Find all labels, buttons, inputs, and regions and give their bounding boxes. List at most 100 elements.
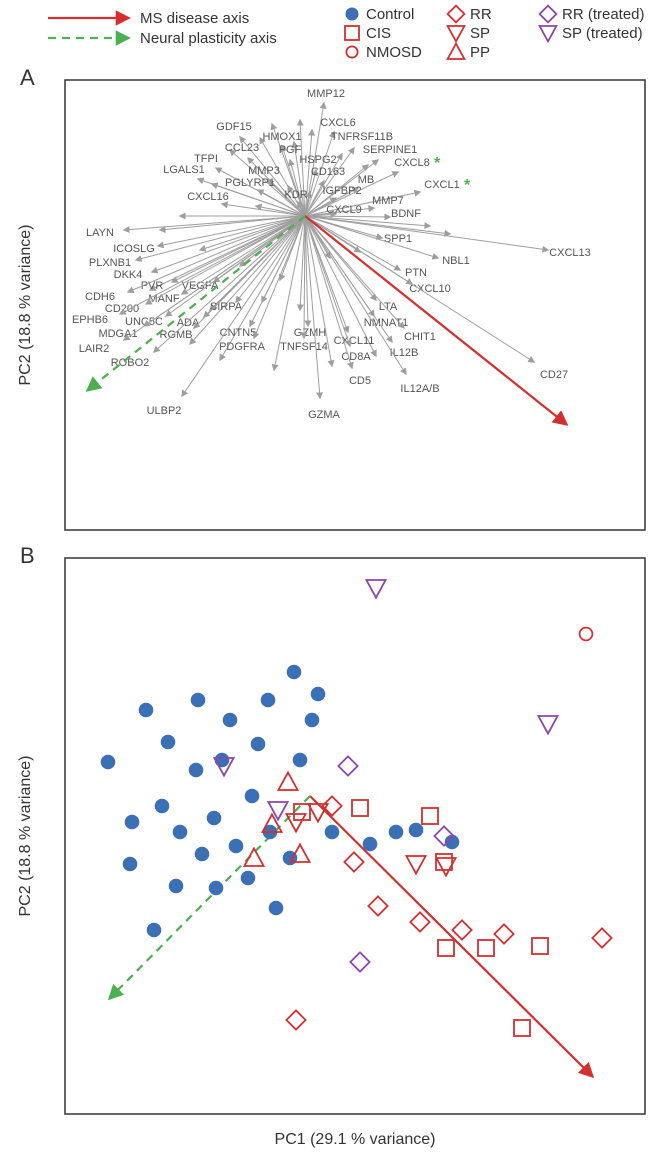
gene-label-EPHB6: EPHB6: [72, 314, 108, 326]
point-RR_treated: [338, 756, 357, 775]
point-Control: [190, 764, 203, 777]
gene-label-CHIT1: CHIT1: [404, 331, 436, 343]
point-SP_treated: [538, 716, 557, 734]
panel-b-frame: [65, 558, 645, 1114]
gene-label-CXCL9: CXCL9: [326, 204, 361, 216]
legend-cat-Control: Control: [366, 6, 414, 23]
legend-plast-label: Neural plasticity axis: [140, 30, 277, 47]
gene-label-GZMA: GZMA: [308, 409, 340, 421]
point-Control: [102, 756, 115, 769]
asterisk-1: *: [464, 177, 471, 194]
panel-a-ylabel: PC2 (18.8 % variance): [17, 225, 34, 386]
gene-label-CD5: CD5: [349, 375, 371, 387]
point-RR: [452, 920, 471, 939]
gene-label-CXCL8: CXCL8: [394, 157, 429, 169]
gene-label-MMP7: MMP7: [372, 195, 404, 207]
loading-arrow-IL12B: [305, 216, 392, 342]
loading-arrow-RGMB: [194, 216, 305, 328]
point-RR: [494, 924, 513, 943]
gene-label-CXCL1: CXCL1: [424, 179, 459, 191]
figure-svg: MS disease axisNeural plasticity axisCon…: [0, 0, 662, 1163]
gene-label-CXCL6: CXCL6: [320, 117, 355, 129]
gene-label-ADA: ADA: [177, 317, 200, 329]
point-Control: [242, 872, 255, 885]
gene-label-LAIR2: LAIR2: [79, 343, 110, 355]
point-Control: [252, 738, 265, 751]
gene-label-PTN: PTN: [405, 267, 427, 279]
gene-label-GDF15: GDF15: [216, 121, 251, 133]
point-PP: [244, 848, 263, 866]
point-SP_treated: [366, 580, 385, 598]
point-Control: [312, 688, 325, 701]
gene-label-HMOX1: HMOX1: [262, 131, 301, 143]
point-Control: [210, 882, 223, 895]
panel-b-plast-axis: [110, 796, 310, 998]
point-Control: [306, 714, 319, 727]
gene-label-TNFSF14: TNFSF14: [280, 341, 328, 353]
point-Control: [126, 816, 139, 829]
point-Control: [196, 848, 209, 861]
point-Control: [174, 826, 187, 839]
point-CIS: [422, 808, 438, 824]
gene-label-DKK4: DKK4: [114, 269, 143, 281]
gene-label-KDR: KDR: [284, 189, 307, 201]
point-NMOSD: [580, 628, 593, 641]
point-Control: [224, 714, 237, 727]
point-RR: [592, 928, 611, 947]
point-Control: [140, 704, 153, 717]
legend-cat-SP: SP: [470, 25, 490, 42]
point-Control: [148, 924, 161, 937]
point-Control: [162, 736, 175, 749]
point-Control: [288, 666, 301, 679]
point-Control: [270, 902, 283, 915]
point-RR: [368, 896, 387, 915]
point-Control: [124, 858, 137, 871]
point-Control: [208, 812, 221, 825]
legend-cat-RR_treated: RR (treated): [562, 6, 645, 23]
gene-label-CD8A: CD8A: [341, 351, 371, 363]
point-RR: [410, 912, 429, 931]
gene-label-RGMB: RGMB: [160, 329, 193, 341]
gene-label-NBL1: NBL1: [442, 255, 470, 267]
point-Control: [170, 880, 183, 893]
legend-cat-RR: RR: [470, 6, 492, 23]
gene-label-IGFBP2: IGFBP2: [322, 185, 361, 197]
gene-label-ICOSLG: ICOSLG: [113, 243, 155, 255]
legend-cat-NMOSD: NMOSD: [366, 44, 422, 61]
loading-arrow-MANF: [182, 216, 305, 294]
gene-label-CXCL11: CXCL11: [334, 335, 375, 347]
figure-root: MS disease axisNeural plasticity axisCon…: [0, 0, 662, 1163]
point-CIS: [532, 938, 548, 954]
point-Control: [192, 694, 205, 707]
legend-cat-CIS: CIS: [366, 25, 391, 42]
point-Control: [230, 840, 243, 853]
gene-label-MMP3: MMP3: [248, 165, 280, 177]
point-Control: [326, 826, 339, 839]
point-Control: [156, 800, 169, 813]
panel-b-xlabel: PC1 (29.1 % variance): [275, 1131, 436, 1148]
gene-label-MMP12: MMP12: [307, 88, 345, 100]
gene-label-MANF: MANF: [148, 293, 179, 305]
gene-label-GZMH: GZMH: [294, 327, 326, 339]
point-Control: [390, 826, 403, 839]
gene-label-TNFRSF11B: TNFRSF11B: [331, 131, 393, 143]
point-CIS: [514, 1020, 530, 1036]
loading-arrow-CNTN5: [250, 216, 305, 326]
point-RR_treated: [350, 952, 369, 971]
point-Control: [294, 754, 307, 767]
gene-label-PGF: PGF: [279, 144, 302, 156]
gene-label-MDGA1: MDGA1: [98, 328, 137, 340]
point-SP: [406, 856, 425, 874]
gene-label-BDNF: BDNF: [391, 208, 421, 220]
gene-label-CXCL13: CXCL13: [549, 247, 591, 259]
loading-arrow-NBL1: [305, 216, 438, 258]
gene-label-CXCL16: CXCL16: [187, 191, 229, 203]
point-SP: [308, 804, 327, 822]
gene-label-CCL23: CCL23: [225, 142, 259, 154]
gene-label-PLXNB1: PLXNB1: [89, 257, 131, 269]
point-CIS: [478, 940, 494, 956]
panel-b-letter: B: [20, 543, 35, 568]
panel-a-letter: A: [20, 65, 35, 90]
panel-a-frame: [65, 80, 645, 530]
point-RR: [286, 1010, 305, 1029]
